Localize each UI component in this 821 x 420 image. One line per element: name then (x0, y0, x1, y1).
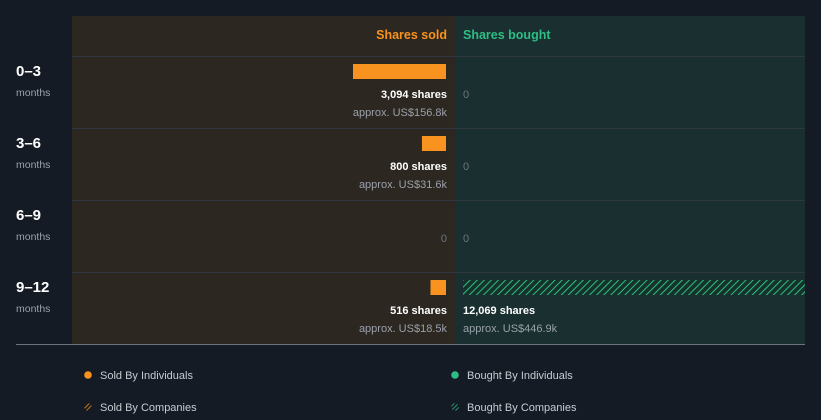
legend-bought-individuals-swatch (451, 371, 459, 379)
period-label: 3–6 (16, 135, 41, 152)
sold-value-label: approx. US$18.5k (359, 323, 448, 335)
period-label: 0–3 (16, 63, 41, 80)
legend-bought-individuals-label: Bought By Individuals (467, 370, 573, 382)
legend-bought-companies-swatch (451, 403, 459, 411)
bought-zero-label: 0 (463, 233, 469, 245)
period-label: 9–12 (16, 279, 49, 296)
period-label: 6–9 (16, 207, 41, 224)
bought-value-label: approx. US$446.9k (463, 323, 558, 335)
sold-zero-label: 0 (441, 233, 447, 245)
period-unit: months (16, 303, 50, 315)
bought-header: Shares bought (463, 28, 551, 42)
period-unit: months (16, 159, 50, 171)
legend-sold-companies-swatch (84, 403, 92, 411)
bought-shares-label: 12,069 shares (463, 305, 535, 317)
legend-sold-companies-label: Sold By Companies (100, 402, 197, 414)
sold-header: Shares sold (376, 28, 447, 42)
legend-sold-individuals-swatch (84, 371, 92, 379)
sold-shares-label: 800 shares (390, 161, 447, 173)
sold-bar[interactable] (421, 136, 446, 151)
sold-bar[interactable] (353, 64, 446, 79)
period-unit: months (16, 87, 50, 99)
sold-value-label: approx. US$156.8k (353, 107, 448, 119)
bought-bar[interactable] (463, 280, 805, 295)
sold-shares-label: 3,094 shares (381, 89, 447, 101)
legend-bought-companies-label: Bought By Companies (467, 402, 577, 414)
sold-bar[interactable] (430, 280, 446, 295)
sold-value-label: approx. US$31.6k (359, 179, 448, 191)
period-unit: months (16, 231, 50, 243)
bought-zero-label: 0 (463, 161, 469, 173)
legend-sold-individuals-label: Sold By Individuals (100, 370, 193, 382)
sold-shares-label: 516 shares (390, 305, 447, 317)
bought-zero-label: 0 (463, 89, 469, 101)
